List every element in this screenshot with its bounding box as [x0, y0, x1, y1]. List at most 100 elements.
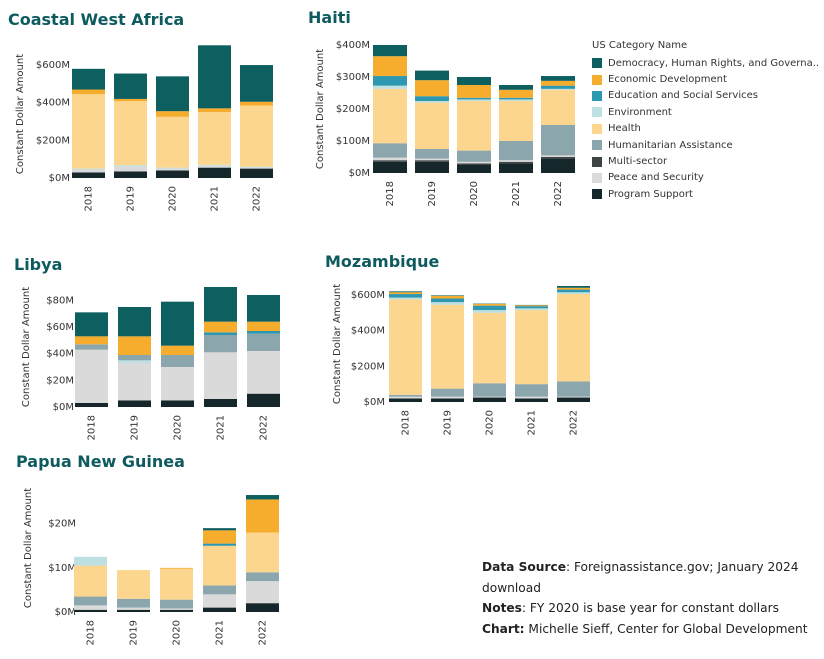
legend-swatch: [592, 107, 602, 118]
bar-segment-economic: [198, 108, 231, 113]
y-tick-label: $20M: [46, 375, 74, 386]
x-tick-label: 2022: [258, 620, 269, 645]
bar-stack-2020: [160, 567, 193, 612]
legend-label: Education and Social Services: [608, 90, 758, 102]
bar-stack-2021: [204, 287, 237, 407]
bar-segment-humanitarian: [557, 381, 590, 397]
bar-segment-health: [431, 304, 464, 389]
legend-item-education: Education and Social Services: [592, 88, 819, 104]
x-tick-label: 2019: [443, 410, 454, 435]
x-tick-label: 2019: [126, 186, 137, 211]
y-tick-label: $600M: [351, 290, 385, 301]
bar-segment-economic: [246, 499, 279, 533]
bar-segment-economic: [240, 101, 273, 106]
bar-segment-program-support: [118, 400, 151, 407]
bar-segment-program-support: [72, 172, 105, 178]
bar-segment-peace: [156, 168, 189, 171]
bar-segment-democracy: [541, 76, 575, 81]
bar-segment-environment: [156, 167, 189, 169]
bar-segment-education: [247, 331, 280, 334]
y-axis-title: Constant Dollar Amount: [15, 54, 26, 174]
y-tick-label: $0M: [49, 173, 70, 184]
bar-segment-democracy: [389, 291, 422, 293]
bar-stack-2021: [203, 528, 236, 612]
bar-segment-humanitarian: [499, 141, 533, 161]
bar-segment-peace: [389, 396, 422, 399]
bar-segment-peace: [499, 160, 533, 162]
bar-segment-environment: [457, 99, 491, 101]
y-tick-label: $100M: [336, 136, 370, 147]
legend: US Category Name Democracy, Human Rights…: [592, 40, 819, 203]
y-tick-label: $40M: [46, 349, 74, 360]
legend-label: Economic Development: [608, 74, 727, 86]
bar-segment-democracy: [72, 68, 105, 90]
y-tick-label: $20M: [48, 519, 76, 530]
bar-segment-peace: [557, 396, 590, 398]
bar-segment-economic: [541, 80, 575, 86]
data-source-text: : Foreignassistance.gov; January 2024 do…: [482, 560, 799, 595]
bar-segment-program-support: [541, 158, 575, 173]
bar-segment-health: [160, 568, 193, 600]
chart-coastal-west-africa: Coastal West Africa Constant Dollar Amou…: [8, 10, 298, 211]
bar-segment-peace: [75, 349, 108, 403]
bar-segment-program-support: [114, 171, 147, 178]
legend-title: US Category Name: [592, 40, 688, 51]
legend-label: Program Support: [608, 188, 693, 200]
bar-segment-humanitarian: [118, 355, 151, 361]
bar-segment-health: [457, 101, 491, 151]
bar-segment-economic: [160, 567, 193, 569]
bar-segment-program-support: [373, 161, 407, 173]
y-tick-label: $200M: [36, 135, 70, 146]
y-tick-label: $400M: [336, 40, 370, 51]
bar-segment-democracy: [247, 295, 280, 322]
bar-segment-economic: [499, 89, 533, 98]
bar-segment-economic: [156, 111, 189, 117]
bar-stack-2022: [541, 76, 575, 173]
bar-segment-health: [203, 545, 236, 586]
bar-segment-program-support: [74, 609, 107, 612]
bar-segment-economic: [515, 305, 548, 307]
bar-segment-economic: [389, 292, 422, 295]
bar-stack-2018: [389, 291, 422, 402]
bar-segment-economic: [247, 321, 280, 331]
x-tick-label: 2020: [485, 410, 496, 435]
bar-segment-humanitarian: [373, 143, 407, 158]
bar-segment-humanitarian: [457, 150, 491, 162]
chart-title: Libya: [14, 255, 63, 274]
bar-segment-program-support: [389, 398, 422, 402]
bar-segment-health: [198, 112, 231, 165]
bar-segment-program-support: [156, 170, 189, 178]
y-tick-label: $600M: [36, 60, 70, 71]
x-tick-label: 2021: [527, 410, 538, 435]
bar-segment-health: [114, 101, 147, 166]
bar-segment-democracy: [415, 70, 449, 81]
bar-segment-democracy: [156, 76, 189, 112]
bar-segment-program-support: [203, 607, 236, 612]
bar-segment-education: [415, 96, 449, 101]
bar-segment-peace: [114, 166, 147, 172]
legend-swatch: [592, 172, 602, 183]
bar-segment-humanitarian: [203, 585, 236, 595]
bar-stack-2018: [74, 556, 107, 612]
bar-segment-economic: [114, 98, 147, 102]
bar-segment-humanitarian: [160, 599, 193, 609]
bar-segment-multi-sector: [373, 160, 407, 162]
bar-segment-humanitarian: [161, 355, 194, 367]
legend-item-environment: Environment: [592, 104, 819, 120]
bar-segment-humanitarian: [75, 344, 108, 350]
bar-segment-education: [431, 298, 464, 303]
bar-segment-economic: [161, 345, 194, 355]
bar-segment-education: [515, 306, 548, 309]
bar-stack-2020: [473, 303, 506, 402]
bar-segment-peace: [541, 155, 575, 157]
y-tick-label: $400M: [351, 326, 385, 337]
bar-segment-peace: [161, 367, 194, 401]
bar-segment-humanitarian: [473, 383, 506, 397]
bar-segment-peace: [72, 169, 105, 173]
x-tick-label: 2021: [215, 620, 226, 645]
bar-stack-2020: [161, 301, 194, 407]
bar-segment-democracy: [240, 65, 273, 102]
bar-segment-environment: [114, 165, 147, 167]
bar-segment-environment: [240, 166, 273, 168]
bar-segment-humanitarian: [515, 384, 548, 397]
